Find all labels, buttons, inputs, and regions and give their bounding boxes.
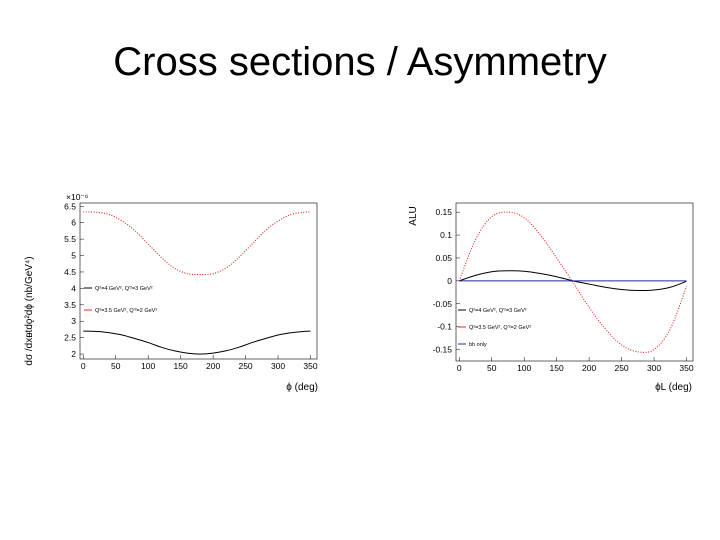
x-tick-label: 0	[81, 361, 86, 371]
x-tick-label: 350	[679, 363, 693, 373]
x-tick-label: 250	[238, 361, 252, 371]
y-tick-label: 6	[71, 218, 76, 228]
y-tick-label: 0.15	[435, 207, 452, 217]
y-tick-label: 4	[71, 283, 76, 293]
y-tick-label: 4.5	[64, 267, 76, 277]
slide-title: Cross sections / Asymmetry	[113, 40, 607, 84]
series-line-2	[83, 211, 311, 276]
x-tick-label: 100	[141, 361, 155, 371]
asymmetry-y-axis-label: ALU	[408, 206, 419, 225]
asymmetry-x-axis-label: ϕL (deg)	[655, 382, 692, 393]
cross-section-exponent: ×10⁻⁶	[66, 192, 88, 202]
series-line-1	[83, 330, 311, 355]
x-tick-label: 150	[174, 361, 188, 371]
y-tick-label: -0.15	[433, 345, 453, 355]
y-tick-label: 3	[71, 316, 76, 326]
x-tick-label: 200	[206, 361, 220, 371]
x-tick-label: 0	[457, 363, 462, 373]
cross-section-ticks: 0 50 100 150 200 250 300 350 2 2.5 3 3.5 4 4.5 5 5.5 6 6.…	[64, 201, 318, 371]
x-tick-label: 50	[111, 361, 121, 371]
y-tick-label: 2.5	[64, 333, 76, 343]
legend-label: Q²=3.5 GeV², Q'²=2 GeV²	[469, 325, 531, 331]
x-tick-label: 150	[550, 363, 564, 373]
y-tick-label: -0.1	[437, 322, 452, 332]
cross-section-y-axis-label: dσ /dxᴃtdǫ²dϕ (nb/GeV⁴)	[24, 256, 35, 365]
x-tick-label: 300	[271, 361, 285, 371]
legend-label: Q²=3.5 GeV², Q'²=2 GeV²	[95, 308, 157, 314]
cross-section-x-axis-label: ϕ (deg)	[286, 382, 318, 393]
y-tick-label: 5.5	[64, 234, 76, 244]
y-tick-label: 3.5	[64, 300, 76, 310]
legend-label: bh only	[469, 342, 487, 348]
legend-label: Q²=4 GeV², Q'²=3 GeV²	[95, 286, 153, 292]
y-tick-label: 5	[71, 251, 76, 261]
asymmetry-chart: 0 50 100 150 200 250 300 350 -0.15 -0.1 -0.05 0 0.05…	[408, 202, 694, 393]
legend-label: Q²=4 GeV², Q'²=3 GeV²	[469, 308, 527, 314]
y-tick-label: 0.1	[440, 230, 452, 240]
x-tick-label: 100	[517, 363, 531, 373]
series-line-2	[458, 211, 688, 354]
y-tick-label: 2	[71, 349, 76, 359]
asymmetry-plot-frame	[455, 202, 694, 362]
y-tick-label: -0.05	[433, 299, 453, 309]
asymmetry-legend: Q²=4 GeV², Q'²=3 GeV² Q²=3.5 GeV², Q'²=2 …	[458, 308, 531, 348]
x-tick-label: 300	[647, 363, 661, 373]
cross-section-legend: Q²=4 GeV², Q'²=3 GeV² Q²=3.5 GeV², Q'²=2 …	[84, 286, 157, 314]
x-tick-label: 250	[614, 363, 628, 373]
y-tick-label: 0	[447, 276, 452, 286]
cross-section-chart: 0 50 100 150 200 250 300 350 2 2.5 3 3.5 4 4.5 5 5.5 6 6.…	[24, 192, 318, 393]
cross-section-plot-frame	[79, 202, 318, 360]
x-tick-label: 350	[303, 361, 317, 371]
asymmetry-ticks: 0 50 100 150 200 250 300 350 -0.15 -0.1 -0.05 0 0.05…	[433, 207, 694, 373]
x-tick-label: 200	[582, 363, 596, 373]
x-tick-label: 50	[487, 363, 497, 373]
y-tick-label: 6.5	[64, 201, 76, 211]
y-tick-label: 0.05	[435, 253, 452, 263]
